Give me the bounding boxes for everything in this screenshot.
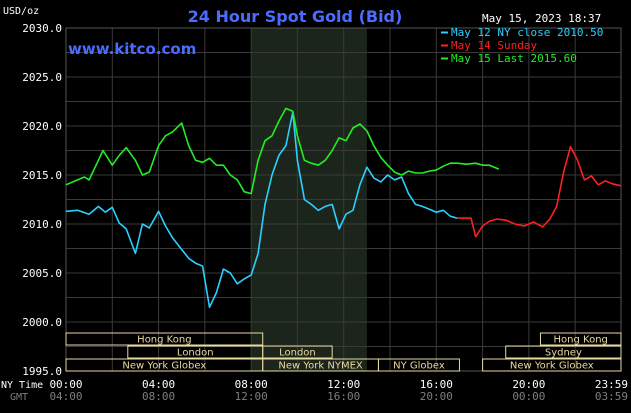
x-tick-label-gmt: 08:00 [142, 390, 175, 403]
x-tick-label-ny: 20:00 [512, 378, 545, 391]
session-label: London [177, 348, 214, 359]
series-line-2 [457, 145, 622, 238]
session-label: London [279, 348, 316, 359]
x-tick-label-ny: 08:00 [235, 378, 268, 391]
ny-time-label: NY Time [1, 380, 43, 391]
x-tick-label-ny: 04:00 [142, 378, 175, 391]
x-tick-label-gmt: 12:00 [235, 390, 268, 403]
units-label: USD/oz [3, 6, 39, 17]
session-box [505, 345, 622, 359]
session-label: Sydney [545, 348, 582, 359]
session-label: New York Globex [122, 361, 206, 372]
y-tick-label: 2025.0 [22, 71, 62, 84]
timestamp: May 15, 2023 18:37 [482, 12, 601, 25]
session-box [377, 358, 460, 372]
session-box [482, 358, 622, 372]
x-tick-label-gmt: 04:00 [49, 390, 82, 403]
x-tick-label-ny: 16:00 [420, 378, 453, 391]
x-tick-label-ny: 12:00 [327, 378, 360, 391]
y-tick-label: 2005.0 [22, 267, 62, 280]
legend-entry-1: May 12 NY close 2010.50 [451, 26, 603, 39]
session-label: NY Globex [393, 361, 445, 372]
x-tick-label-ny: 00:00 [49, 378, 82, 391]
x-tick-label-ny: 23:59 [595, 378, 628, 391]
y-tick-label: 2000.0 [22, 316, 62, 329]
chart-title: 24 Hour Spot Gold (Bid) [188, 7, 403, 26]
session-box [262, 345, 333, 359]
legend-entry-3: May 15 Last 2015.60 [451, 52, 577, 65]
session-label: New York NYMEX [278, 361, 363, 372]
x-tick-label-gmt: 03:59 [595, 390, 628, 403]
gmt-label: GMT [10, 392, 28, 403]
y-tick-label: 1995.0 [22, 365, 62, 378]
series-line-3 [65, 107, 500, 195]
y-tick-label: 2020.0 [22, 120, 62, 133]
y-tick-label: 2015.0 [22, 169, 62, 182]
session-label: Hong Kong [554, 335, 608, 346]
y-tick-label: 2010.0 [22, 218, 62, 231]
session-box [539, 332, 622, 346]
session-box [65, 332, 264, 346]
x-tick-label-gmt: 20:00 [420, 390, 453, 403]
x-tick-label-gmt: 00:00 [512, 390, 545, 403]
y-tick-label: 2030.0 [22, 22, 62, 35]
legend-entry-2: May 14 Sunday [451, 39, 537, 52]
session-label: New York Globex [510, 361, 594, 372]
series-line-1 [65, 111, 458, 309]
website-label: www.kitco.com [68, 40, 196, 58]
x-tick-label-gmt: 16:00 [327, 390, 360, 403]
session-label: Hong Kong [137, 335, 191, 346]
